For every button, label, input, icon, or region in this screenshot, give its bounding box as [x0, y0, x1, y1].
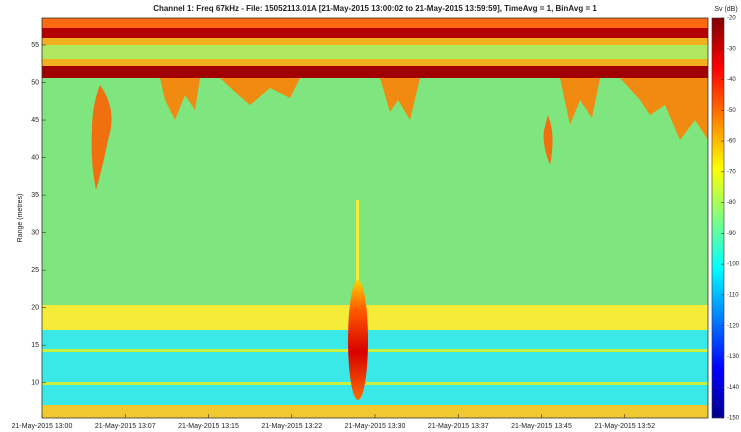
school-trail [356, 200, 359, 290]
y-tick-label: 25 [31, 267, 39, 274]
y-tick-label: 50 [31, 79, 39, 86]
y-tick-label: 15 [31, 342, 39, 349]
colorbar-tick-label: -40 [727, 77, 736, 83]
colorbar-tick-label: -140 [727, 385, 740, 391]
colorbar-tick-label: -80 [727, 200, 736, 206]
y-tick-label: 55 [31, 42, 39, 49]
lower-layer [42, 330, 708, 405]
y-tick-label: 45 [31, 117, 39, 124]
colorbar-tick-label: -100 [727, 262, 740, 268]
chart: Channel 1: Freq 67kHz - File: 15052113.0… [0, 0, 741, 432]
x-tick-label: 21-May-2015 13:30 [345, 423, 406, 430]
colorbar-label: Sv (dB) [714, 6, 737, 13]
colorbar-tick-label: -20 [727, 16, 736, 22]
colorbar-tick-label: -90 [727, 231, 736, 237]
x-tick-label: 21-May-2015 13:07 [95, 423, 156, 430]
x-tick-label: 21-May-2015 13:37 [428, 423, 489, 430]
echogram [42, 18, 708, 418]
colorbar-tick-label: -60 [727, 139, 736, 145]
y-tick-label: 30 [31, 229, 39, 236]
near-surface-light [42, 45, 708, 59]
y-tick-label: 10 [31, 380, 39, 387]
fish-school [348, 280, 368, 400]
colorbar-tick-label: -110 [727, 293, 739, 299]
chart-title: Channel 1: Freq 67kHz - File: 15052113.0… [153, 4, 597, 13]
y-axis-label: Range (metres) [17, 194, 24, 243]
surface-band [42, 28, 708, 38]
colorbar-tick-label: -130 [727, 354, 740, 360]
y-tick-label: 35 [31, 192, 39, 199]
colorbar-tick-label: -50 [727, 108, 736, 114]
second-band [42, 66, 708, 78]
layer-line [42, 382, 708, 385]
thermocline-band [42, 305, 708, 330]
colorbar [712, 18, 724, 418]
colorbar-tick-label: -150 [727, 416, 740, 422]
y-tick-label: 20 [31, 305, 39, 312]
y-tick-label: 40 [31, 154, 39, 161]
colorbar-tick-label: -30 [727, 46, 736, 52]
x-tick-label: 21-May-2015 13:22 [261, 423, 322, 430]
colorbar-tick-label: -120 [727, 323, 740, 329]
layer-line [42, 349, 708, 352]
x-tick-label: 21-May-2015 13:52 [594, 423, 655, 430]
x-tick-label: 21-May-2015 13:15 [178, 423, 239, 430]
x-tick-label: 21-May-2015 13:00 [12, 423, 73, 430]
x-tick-label: 21-May-2015 13:45 [511, 423, 572, 430]
colorbar-tick-label: -70 [727, 169, 736, 175]
